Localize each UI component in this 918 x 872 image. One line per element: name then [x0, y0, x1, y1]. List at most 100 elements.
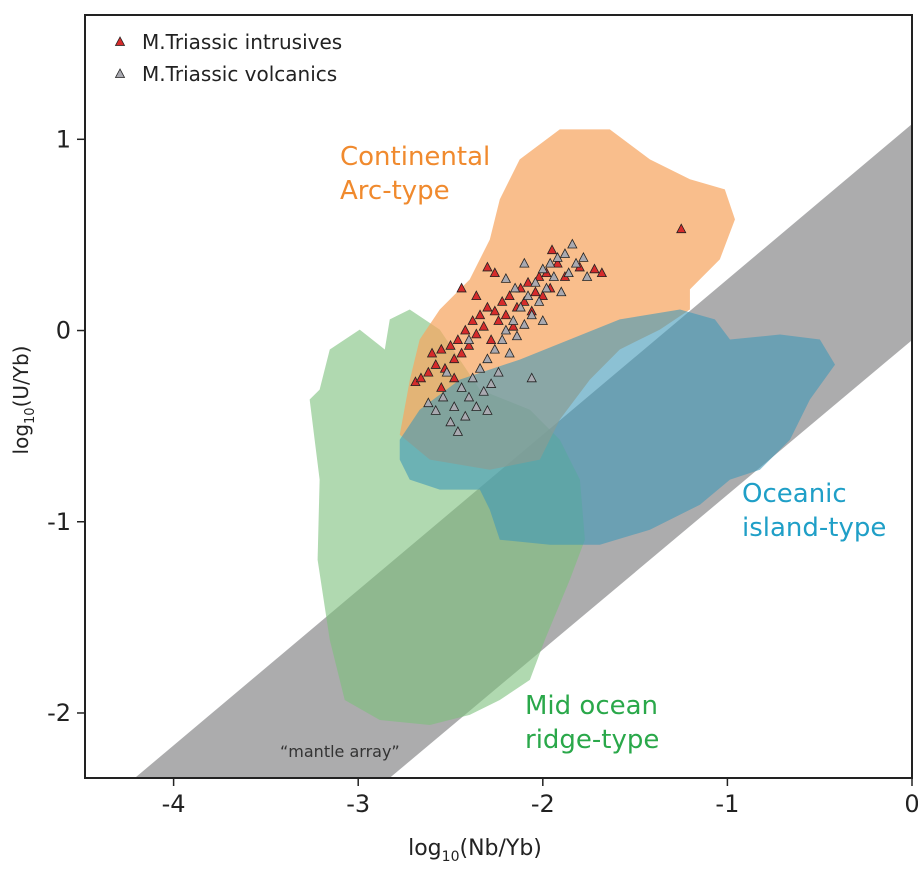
point: [504, 347, 515, 358]
point: [578, 252, 589, 262]
point: [489, 267, 500, 278]
x-label-part: log: [408, 836, 442, 861]
point: [596, 267, 608, 278]
legend-label: M.Triassic volcanics: [142, 62, 337, 86]
y-axis-label: log10(U/Yb): [9, 346, 38, 455]
point: [467, 372, 478, 383]
point: [482, 353, 493, 364]
point: [482, 301, 493, 312]
point: [537, 290, 548, 301]
legend-marker: [114, 68, 126, 78]
region-label: ridge-type: [525, 725, 659, 755]
y-label-sub: 10: [23, 407, 38, 424]
legend-label: M.Triassic intrusives: [142, 30, 342, 54]
point: [530, 276, 541, 287]
point: [676, 223, 687, 234]
plot-frame: [84, 14, 913, 779]
point: [489, 305, 500, 316]
x-tick-label: -1: [715, 790, 739, 818]
point: [548, 271, 560, 281]
point: [559, 248, 571, 258]
point: [474, 362, 486, 373]
point: [423, 366, 434, 377]
point: [474, 309, 486, 320]
y-label-part: (U/Yb): [9, 346, 33, 408]
point: [456, 347, 467, 358]
y-tick-label: -2: [47, 699, 71, 727]
point: [467, 315, 478, 325]
point: [445, 339, 456, 350]
point: [430, 359, 441, 369]
point: [471, 401, 482, 411]
point: [533, 295, 545, 306]
point: [563, 267, 574, 278]
point: [493, 315, 504, 325]
x-axis-label: log10(Nb/Yb): [408, 836, 542, 865]
point: [449, 372, 460, 383]
point: [526, 309, 537, 320]
region-label: “mantle array”: [280, 742, 400, 761]
point: [426, 347, 438, 358]
point: [552, 252, 563, 262]
point: [546, 244, 558, 255]
point: [511, 330, 523, 341]
point: [530, 286, 541, 297]
point: [589, 263, 600, 274]
point: [436, 343, 447, 354]
point: [567, 238, 578, 249]
point: [445, 416, 456, 427]
point: [463, 334, 475, 344]
point: [452, 334, 464, 344]
point: [493, 366, 504, 377]
point: [509, 282, 521, 293]
y-tick-label: -1: [47, 508, 71, 536]
point: [463, 391, 475, 402]
point: [423, 397, 434, 408]
y-label-part: log: [9, 424, 33, 455]
point: [449, 353, 460, 364]
point: [485, 334, 497, 344]
point: [485, 378, 497, 388]
point: [541, 282, 552, 293]
point: [415, 372, 427, 383]
point: [482, 404, 493, 415]
y-tick-label: 1: [56, 125, 71, 153]
points: [410, 223, 687, 436]
point: [456, 382, 467, 392]
x-tick-label: 0: [904, 790, 918, 818]
point: [436, 382, 447, 392]
point: [463, 339, 475, 350]
legend-marker: [114, 36, 126, 46]
point: [482, 261, 493, 272]
point: [545, 257, 556, 268]
point: [508, 320, 519, 331]
point: [500, 273, 512, 283]
point: [515, 301, 526, 312]
point: [533, 271, 545, 281]
point: [537, 263, 548, 274]
point: [581, 271, 593, 281]
point: [489, 343, 500, 354]
point: [471, 290, 482, 301]
region-label: Continental: [340, 142, 490, 172]
point: [452, 426, 464, 436]
point: [504, 290, 515, 301]
x-label-part: (Nb/Yb): [459, 836, 541, 861]
point: [508, 315, 519, 325]
point: [497, 334, 508, 344]
x-tick-label: -3: [346, 790, 370, 818]
region-label: Oceanic: [742, 479, 847, 509]
point: [456, 282, 467, 293]
point: [497, 295, 508, 306]
point: [437, 391, 449, 402]
point: [519, 318, 530, 329]
point: [500, 324, 512, 335]
point: [478, 385, 489, 396]
point: [537, 315, 548, 325]
region-label: Mid ocean: [525, 691, 658, 721]
point: [460, 324, 471, 335]
x-tick-label: -4: [162, 790, 186, 818]
point: [556, 286, 567, 297]
